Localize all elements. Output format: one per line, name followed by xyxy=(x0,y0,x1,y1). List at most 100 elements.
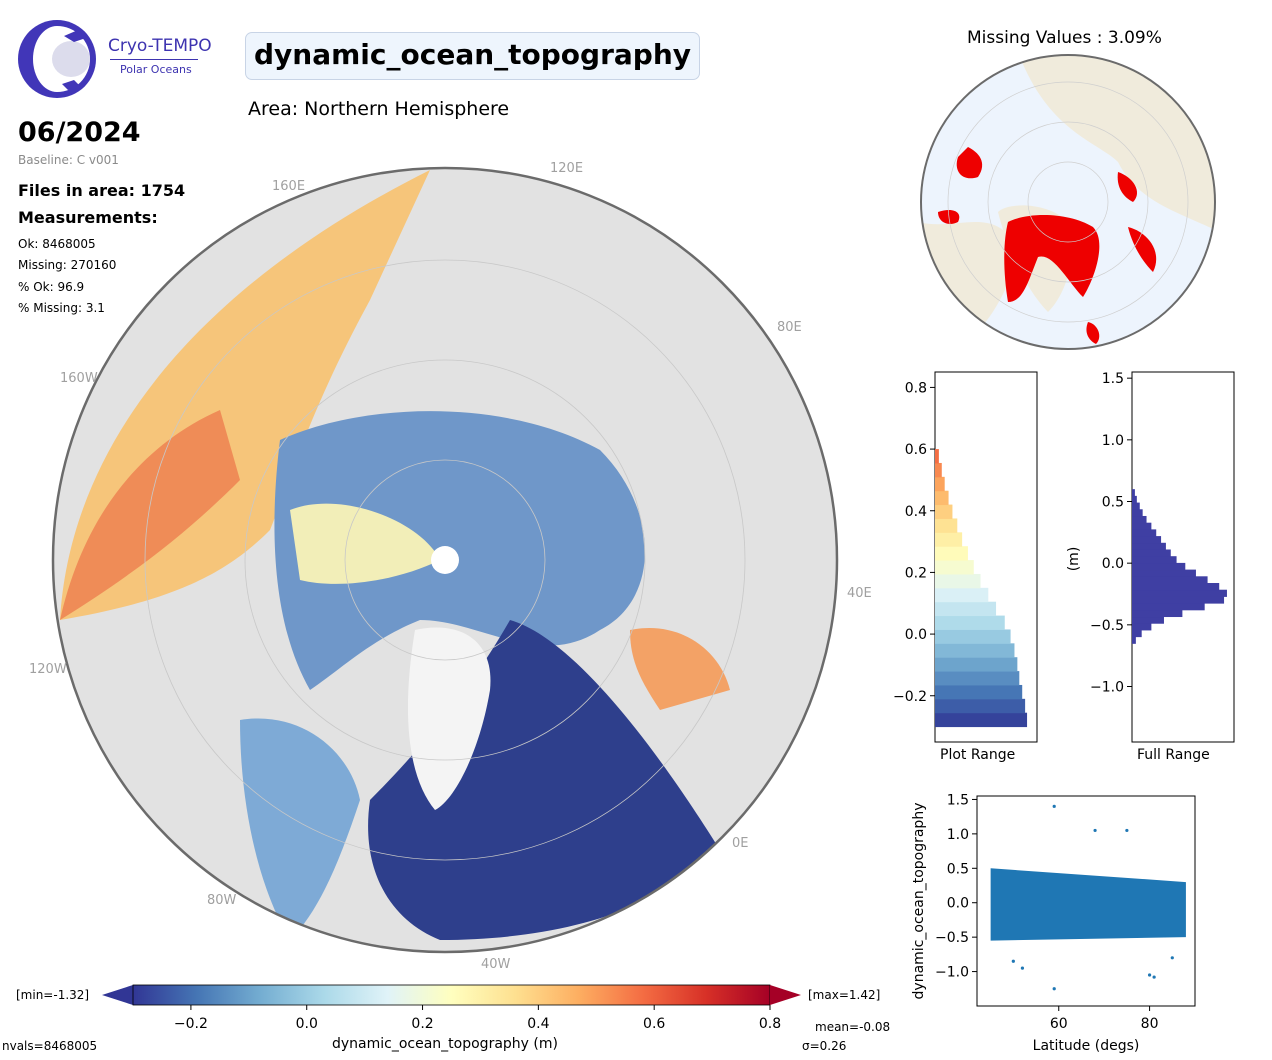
histogram-bar xyxy=(1132,636,1136,644)
scatter-point xyxy=(1020,966,1025,970)
scatter-xlabel: Latitude (degs) xyxy=(1033,1038,1140,1054)
scatter-point xyxy=(1147,973,1152,977)
scatter-y-tick-label: 0.5 xyxy=(947,861,969,877)
colorbar-tick-label: 0.4 xyxy=(527,1016,549,1032)
main-polar-map xyxy=(51,166,839,954)
colorbar-min-label: [min=-1.32] xyxy=(16,988,90,1002)
histogram-tick-label: 0.4 xyxy=(905,504,927,520)
scatter-band xyxy=(990,868,1186,941)
scatter-y-tick-label: 1.5 xyxy=(947,792,969,808)
lon-label-40e: 40E xyxy=(847,586,872,601)
colorbar-min-arrow xyxy=(102,985,133,1005)
scatter-y-tick-label: −1.0 xyxy=(935,965,969,981)
colorbar-tick-label: 0.0 xyxy=(296,1016,318,1032)
histogram-bar xyxy=(935,601,997,617)
missing-values-title: Missing Values : 3.09% xyxy=(967,28,1162,48)
colorbar-gradient xyxy=(132,984,771,1006)
scatter-ylabel: dynamic_ocean_topography xyxy=(911,803,927,1000)
histogram-bar xyxy=(1132,522,1152,530)
greenland xyxy=(407,627,491,810)
histogram-tick-label: 1.0 xyxy=(1102,433,1124,449)
lon-label-40w: 40W xyxy=(481,957,511,972)
histogram-bar xyxy=(935,560,974,575)
scatter-point xyxy=(1125,828,1129,833)
histogram-bar xyxy=(1132,495,1137,504)
histogram-bar xyxy=(935,615,1005,630)
baseline-label: Baseline: C v001 xyxy=(18,153,119,167)
histogram-bar xyxy=(935,657,1018,672)
histogram-bar xyxy=(935,518,958,533)
plot-range-bars xyxy=(935,449,1028,728)
histogram-tick-label: 0.0 xyxy=(905,627,927,643)
histogram-bar xyxy=(1132,589,1227,597)
scatter-point xyxy=(1052,987,1056,991)
colorbar-tick-label: 0.8 xyxy=(759,1016,781,1032)
scatter-point xyxy=(1011,959,1015,963)
colorbar-label: dynamic_ocean_topography (m) xyxy=(332,1036,558,1052)
lon-label-120e: 120E xyxy=(550,161,584,176)
histogram-bar xyxy=(1132,529,1157,537)
logo-subtext: Polar Oceans xyxy=(120,63,192,76)
full-range-histogram: 1.5 1.0 0.5 0.0 −0.5 −1.0 (m) xyxy=(1066,371,1235,743)
histogram-bar xyxy=(935,546,968,561)
histogram-bar xyxy=(935,532,963,547)
colorbar-tick-label: −0.2 xyxy=(174,1016,208,1032)
histogram-bar xyxy=(935,504,953,519)
mean-label: mean=-0.08 xyxy=(815,1020,891,1034)
missing-map-border xyxy=(920,54,1216,350)
histogram-bar xyxy=(1132,502,1140,510)
histogram-tick-label: −0.2 xyxy=(893,689,927,705)
logo-globe-icon xyxy=(18,20,96,98)
histogram-bar xyxy=(935,671,1020,686)
histogram-bar xyxy=(1132,603,1205,611)
beaufort-high xyxy=(290,503,440,584)
date-label: 06/2024 xyxy=(18,117,141,148)
page-title: dynamic_ocean_topography xyxy=(245,32,701,80)
colorbar-tick-label: 0.6 xyxy=(643,1016,665,1032)
nvals-label: nvals=8468005 xyxy=(2,1039,98,1053)
histogram-tick-label: −1.0 xyxy=(1090,680,1124,696)
histogram-tick-label: 0.0 xyxy=(1102,556,1124,572)
plot-range-ticks: 0.8 0.6 0.4 0.2 0.0 −0.2 xyxy=(893,380,935,705)
latitude-scatter: 60 80 1.5 1.0 0.5 0.0 −0.5 −1.0 dynamic_ocean_t… xyxy=(911,792,1196,1054)
full-range-ticks: 1.5 1.0 0.5 0.0 −0.5 −1.0 xyxy=(1090,371,1132,696)
histogram-bar xyxy=(935,573,981,589)
graticule xyxy=(144,259,746,861)
histogram-bar xyxy=(935,698,1026,714)
scatter-x-tick-label: 80 xyxy=(1141,1016,1159,1032)
lon-label-160w: 160W xyxy=(60,371,98,386)
histogram-bar xyxy=(935,643,1015,658)
histogram-bar xyxy=(935,449,939,464)
files-in-area: Files in area: 1754 xyxy=(18,181,186,200)
histogram-bar xyxy=(935,490,949,506)
histogram-bar xyxy=(935,476,945,492)
histogram-bar xyxy=(935,684,1023,700)
lon-label-0e: 0E xyxy=(732,836,749,851)
histogram-tick-label: 0.6 xyxy=(905,442,927,458)
colorbar-ticks: −0.2 0.0 0.2 0.4 0.6 0.8 xyxy=(174,1005,781,1032)
histogram-bar xyxy=(935,629,1011,644)
histogram-bar xyxy=(1132,569,1196,577)
scatter-y-tick-label: −0.5 xyxy=(935,930,969,946)
arctic-basin xyxy=(274,411,645,690)
scatter-x-tick-label: 60 xyxy=(1050,1016,1068,1032)
pacific-warm-patch xyxy=(60,410,240,620)
stat-missing: Missing: 270160 xyxy=(18,258,117,272)
colorbar-max-arrow xyxy=(770,985,801,1005)
histogram-tick-label: 0.8 xyxy=(905,380,927,396)
lon-label-160e: 160E xyxy=(272,179,306,194)
barents-streaks xyxy=(630,628,730,710)
histogram-bar xyxy=(1132,623,1152,631)
scatter-ticks: 60 80 1.5 1.0 0.5 0.0 −0.5 −1.0 xyxy=(935,792,1158,1032)
full-range-ylabel: (m) xyxy=(1066,547,1082,572)
histogram-bar xyxy=(1132,562,1186,571)
missing-points xyxy=(938,147,1157,344)
histogram-bar xyxy=(1132,629,1142,638)
histogram-bar xyxy=(1132,596,1225,604)
histogram-tick-label: 1.5 xyxy=(1102,371,1124,387)
histogram-bar xyxy=(935,587,989,603)
measurements-heading: Measurements: xyxy=(18,208,158,227)
pole-hole xyxy=(431,546,459,574)
missing-values-map xyxy=(920,54,1216,350)
stat-pct-ok: % Ok: 96.9 xyxy=(18,280,85,294)
